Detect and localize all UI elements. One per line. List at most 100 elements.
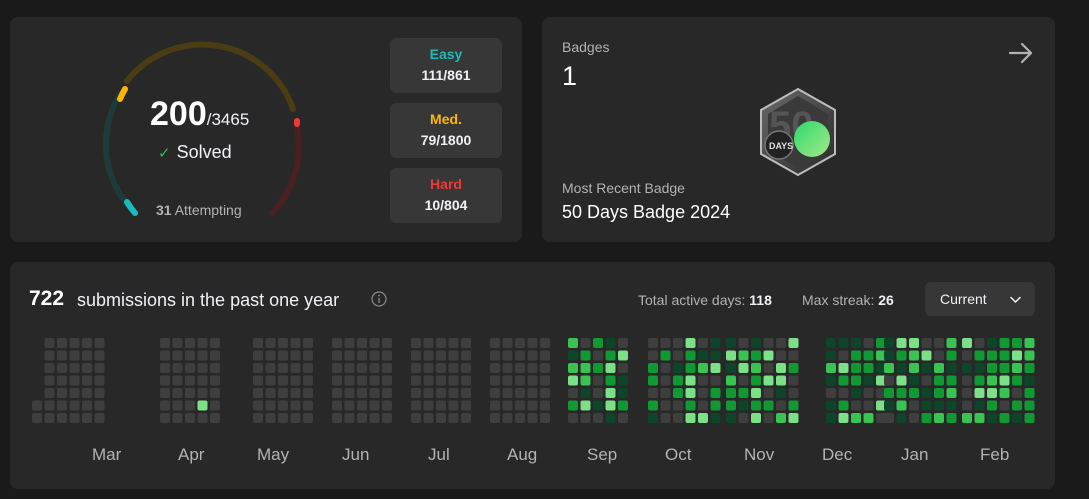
heatmap-cell[interactable]	[160, 413, 170, 423]
heatmap-cell[interactable]	[448, 388, 459, 398]
heatmap-cell[interactable]	[57, 388, 67, 398]
heatmap-cell[interactable]	[673, 338, 683, 348]
heatmap-cell[interactable]	[851, 400, 861, 411]
heatmap-cell[interactable]	[788, 400, 799, 411]
heatmap-cell[interactable]	[738, 363, 749, 373]
heatmap-cell[interactable]	[94, 350, 105, 361]
heatmap-cell[interactable]	[423, 388, 434, 398]
heatmap-cell[interactable]	[461, 413, 471, 423]
heatmap-cell[interactable]	[946, 413, 957, 423]
heatmap-cell[interactable]	[826, 388, 836, 398]
heatmap-cell[interactable]	[763, 375, 774, 386]
heatmap-cell[interactable]	[884, 400, 894, 411]
heatmap-cell[interactable]	[436, 388, 446, 398]
heatmap-cell[interactable]	[44, 363, 55, 373]
heatmap-cell[interactable]	[197, 400, 208, 411]
heatmap-cell[interactable]	[461, 375, 471, 386]
heatmap-cell[interactable]	[738, 388, 749, 398]
heatmap-cell[interactable]	[369, 413, 380, 423]
heatmap-cell[interactable]	[461, 363, 471, 373]
heatmap-cell[interactable]	[382, 338, 392, 348]
heatmap-cell[interactable]	[197, 338, 208, 348]
heatmap-cell[interactable]	[210, 400, 220, 411]
heatmap-cell[interactable]	[921, 375, 932, 386]
heatmap-cell[interactable]	[876, 400, 886, 411]
heatmap-cell[interactable]	[618, 400, 628, 411]
heatmap-cell[interactable]	[278, 375, 288, 386]
heatmap-cell[interactable]	[357, 388, 367, 398]
heatmap-cell[interactable]	[160, 375, 170, 386]
heatmap-cell[interactable]	[515, 338, 525, 348]
heatmap-cell[interactable]	[921, 413, 932, 423]
heatmap-cell[interactable]	[515, 350, 525, 361]
heatmap-cell[interactable]	[1012, 400, 1022, 411]
heatmap-cell[interactable]	[648, 338, 658, 348]
heatmap-cell[interactable]	[265, 388, 276, 398]
heatmap-cell[interactable]	[527, 413, 538, 423]
heatmap-cell[interactable]	[946, 400, 957, 411]
heatmap-cell[interactable]	[909, 375, 919, 386]
heatmap-cell[interactable]	[185, 338, 195, 348]
heatmap-cell[interactable]	[763, 363, 774, 373]
heatmap-cell[interactable]	[884, 388, 894, 398]
heatmap-cell[interactable]	[946, 375, 957, 386]
heatmap-cell[interactable]	[160, 400, 170, 411]
heatmap-cell[interactable]	[580, 350, 591, 361]
heatmap-cell[interactable]	[197, 388, 208, 398]
heatmap-cell[interactable]	[698, 388, 708, 398]
heatmap-cell[interactable]	[490, 400, 500, 411]
heatmap-cell[interactable]	[884, 375, 894, 386]
heatmap-cell[interactable]	[172, 363, 183, 373]
heatmap-cell[interactable]	[726, 375, 736, 386]
heatmap-cell[interactable]	[57, 413, 67, 423]
heatmap-cell[interactable]	[884, 350, 894, 361]
heatmap-cell[interactable]	[763, 338, 774, 348]
heatmap-cell[interactable]	[962, 388, 972, 398]
heatmap-cell[interactable]	[303, 375, 313, 386]
heatmap-cell[interactable]	[515, 363, 525, 373]
heatmap-cell[interactable]	[448, 375, 459, 386]
heatmap-cell[interactable]	[82, 350, 92, 361]
heatmap-cell[interactable]	[909, 388, 919, 398]
heatmap-cell[interactable]	[1012, 350, 1022, 361]
heatmap-cell[interactable]	[303, 413, 313, 423]
heatmap-cell[interactable]	[185, 350, 195, 361]
heatmap-cell[interactable]	[423, 338, 434, 348]
heatmap-cell[interactable]	[515, 400, 525, 411]
heatmap-cell[interactable]	[946, 350, 957, 361]
heatmap-cell[interactable]	[344, 413, 355, 423]
heatmap-cell[interactable]	[265, 375, 276, 386]
heatmap-cell[interactable]	[962, 413, 972, 423]
heatmap-cell[interactable]	[82, 375, 92, 386]
heatmap-cell[interactable]	[726, 338, 736, 348]
heatmap-cell[interactable]	[461, 388, 471, 398]
heatmap-cell[interactable]	[726, 400, 736, 411]
heatmap-cell[interactable]	[502, 350, 513, 361]
heatmap-cell[interactable]	[751, 363, 761, 373]
heatmap-cell[interactable]	[332, 413, 342, 423]
year-dropdown[interactable]: Current	[925, 282, 1035, 316]
heatmap-cell[interactable]	[909, 363, 919, 373]
heatmap-cell[interactable]	[999, 400, 1010, 411]
heatmap-cell[interactable]	[382, 388, 392, 398]
heatmap-cell[interactable]	[851, 375, 861, 386]
heatmap-cell[interactable]	[185, 375, 195, 386]
heatmap-cell[interactable]	[357, 350, 367, 361]
heatmap-cell[interactable]	[448, 413, 459, 423]
heatmap-cell[interactable]	[448, 338, 459, 348]
heatmap-cell[interactable]	[185, 400, 195, 411]
heatmap-cell[interactable]	[265, 363, 276, 373]
heatmap-cell[interactable]	[332, 388, 342, 398]
heatmap-cell[interactable]	[673, 400, 683, 411]
heatmap-cell[interactable]	[210, 350, 220, 361]
heatmap-cell[interactable]	[57, 375, 67, 386]
heatmap-cell[interactable]	[974, 388, 985, 398]
heatmap-cell[interactable]	[698, 350, 708, 361]
heatmap-cell[interactable]	[568, 350, 578, 361]
heatmap-cell[interactable]	[265, 338, 276, 348]
heatmap-cell[interactable]	[751, 375, 761, 386]
heatmap-cell[interactable]	[436, 338, 446, 348]
heatmap-cell[interactable]	[278, 413, 288, 423]
heatmap-cell[interactable]	[210, 413, 220, 423]
heatmap-cell[interactable]	[197, 375, 208, 386]
